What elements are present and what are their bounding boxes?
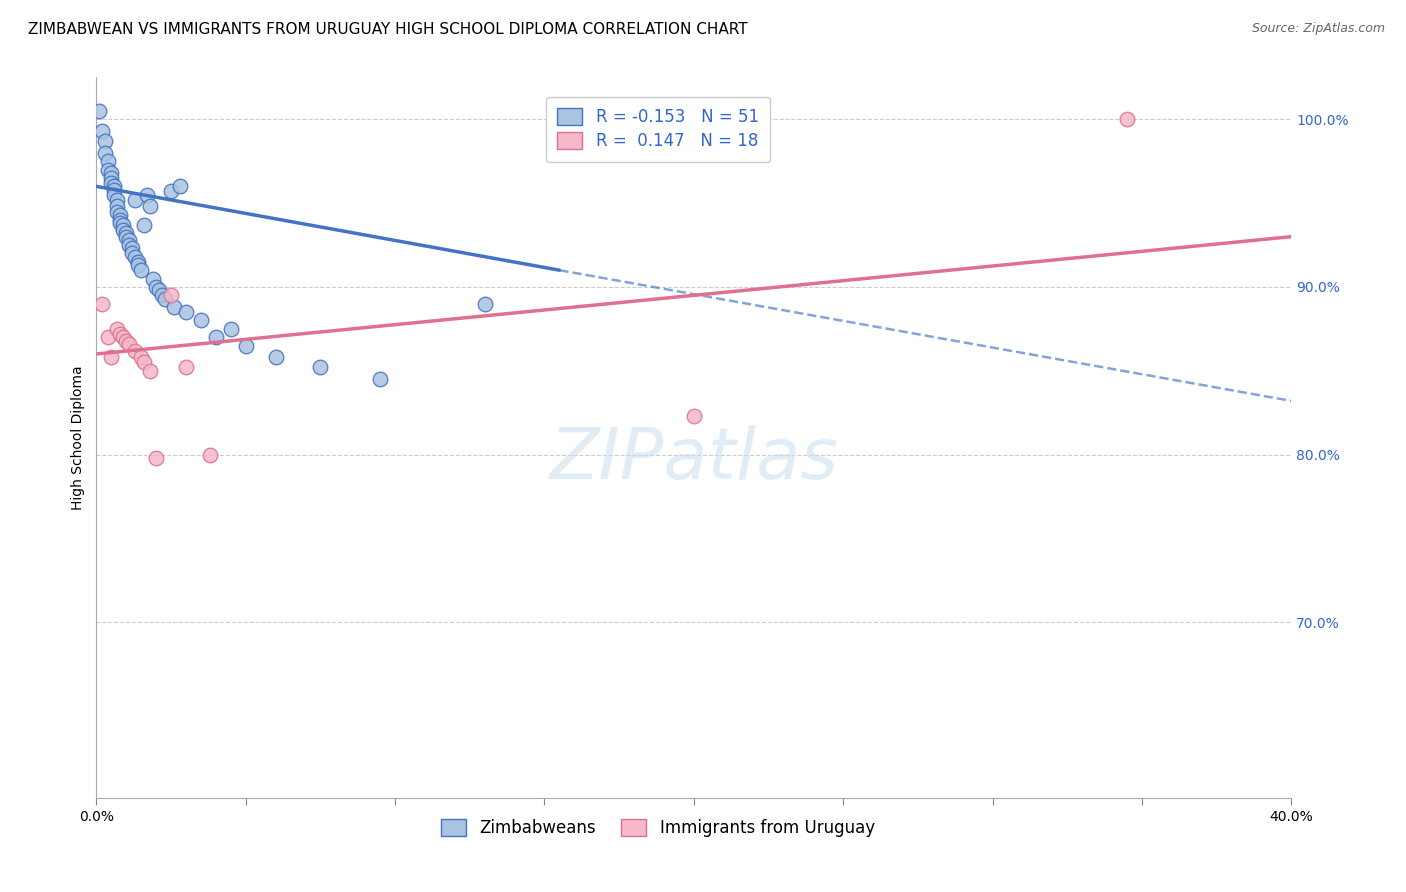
Point <box>115 227 138 241</box>
Point <box>474 296 496 310</box>
Point <box>110 213 132 227</box>
Point <box>103 187 125 202</box>
Point <box>121 246 143 260</box>
Point <box>127 255 149 269</box>
Point <box>105 204 128 219</box>
Point <box>153 292 176 306</box>
Point <box>110 326 132 341</box>
Point <box>118 337 141 351</box>
Point <box>91 124 114 138</box>
Point <box>112 223 135 237</box>
Point <box>198 448 221 462</box>
Point <box>94 145 117 160</box>
Point <box>100 351 122 365</box>
Point <box>139 199 162 213</box>
Point <box>103 179 125 194</box>
Point <box>124 193 146 207</box>
Point <box>100 166 122 180</box>
Point <box>129 263 152 277</box>
Point <box>100 171 122 186</box>
Point <box>309 360 332 375</box>
Legend: Zimbabweans, Immigrants from Uruguay: Zimbabweans, Immigrants from Uruguay <box>434 813 882 844</box>
Point <box>118 233 141 247</box>
Point <box>91 296 114 310</box>
Point <box>682 409 704 423</box>
Point <box>169 179 191 194</box>
Point <box>103 183 125 197</box>
Point <box>139 364 162 378</box>
Point <box>105 193 128 207</box>
Point <box>105 322 128 336</box>
Point <box>129 351 152 365</box>
Point <box>115 334 138 348</box>
Point <box>100 176 122 190</box>
Text: ZIPatlas: ZIPatlas <box>550 425 838 494</box>
Point <box>145 280 167 294</box>
Point <box>112 218 135 232</box>
Point <box>136 187 159 202</box>
Point <box>160 288 183 302</box>
Point <box>112 330 135 344</box>
Point <box>134 218 156 232</box>
Point <box>97 162 120 177</box>
Point <box>368 372 391 386</box>
Point <box>97 154 120 169</box>
Point <box>205 330 228 344</box>
Point <box>121 241 143 255</box>
Point <box>235 338 257 352</box>
Point <box>124 343 146 358</box>
Text: Source: ZipAtlas.com: Source: ZipAtlas.com <box>1251 22 1385 36</box>
Point <box>89 103 111 118</box>
Point <box>110 216 132 230</box>
Point <box>115 229 138 244</box>
Point <box>145 450 167 465</box>
Point <box>174 305 197 319</box>
Point <box>264 351 287 365</box>
Point <box>134 355 156 369</box>
Point <box>1116 112 1139 127</box>
Point <box>219 322 242 336</box>
Point <box>148 283 170 297</box>
Y-axis label: High School Diploma: High School Diploma <box>72 366 86 510</box>
Text: ZIMBABWEAN VS IMMIGRANTS FROM URUGUAY HIGH SCHOOL DIPLOMA CORRELATION CHART: ZIMBABWEAN VS IMMIGRANTS FROM URUGUAY HI… <box>28 22 748 37</box>
Point <box>160 185 183 199</box>
Point <box>124 250 146 264</box>
Point <box>110 208 132 222</box>
Point <box>150 288 173 302</box>
Point <box>118 238 141 252</box>
Point <box>174 360 197 375</box>
Point <box>94 134 117 148</box>
Point <box>190 313 212 327</box>
Point <box>97 330 120 344</box>
Point <box>163 300 186 314</box>
Point <box>142 271 165 285</box>
Point <box>105 199 128 213</box>
Point <box>127 258 149 272</box>
